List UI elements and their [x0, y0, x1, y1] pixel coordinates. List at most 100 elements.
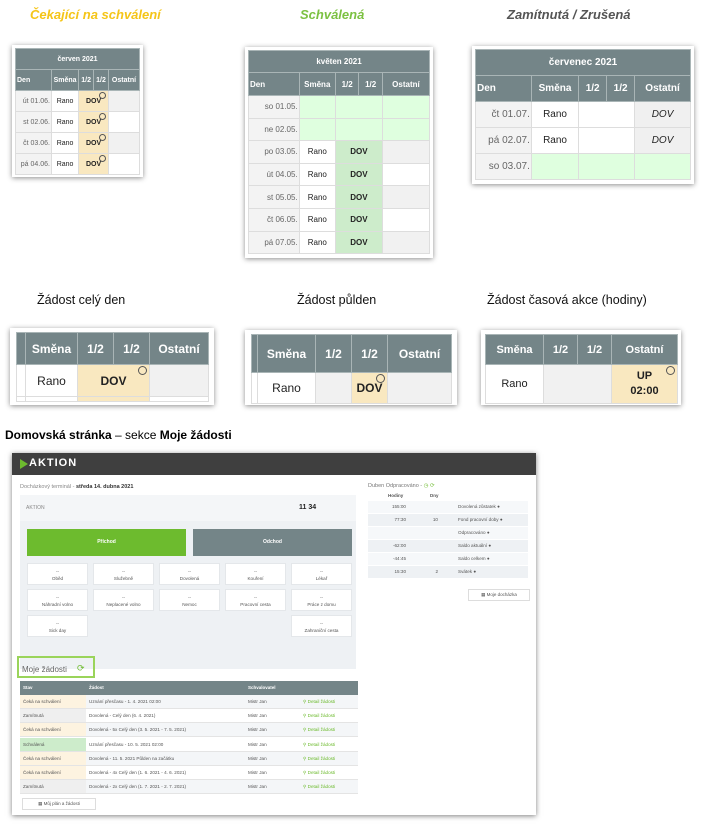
clock-icon [98, 113, 106, 120]
status-badge: Čeká na schválení [20, 695, 86, 708]
approver: Mistr Jan [248, 713, 267, 719]
request-row: Čeká na schválení Dovolená - 4x Celý den… [20, 766, 358, 780]
request-cell[interactable]: UP 02:00 [611, 364, 678, 404]
request-cell[interactable]: DOV [78, 132, 109, 154]
company-name: AKTION [26, 505, 45, 511]
shift-cell: Rano [298, 162, 336, 187]
col-shift: Směna [257, 334, 316, 373]
arrival-button[interactable]: Příchod [27, 529, 186, 556]
request-row: Čeká na schválení Dovolená - 5x Celý den… [20, 723, 358, 738]
column-header: 1/2 [358, 72, 383, 96]
action-button[interactable]: -- Náhradní volno [27, 589, 88, 611]
action-button[interactable]: -- Pracovní cesta [225, 589, 286, 611]
search-icon: ⚲ [303, 755, 308, 761]
action-button[interactable]: -- Dovolená [159, 563, 220, 585]
help-icon[interactable]: ● [488, 543, 492, 548]
detail-link[interactable]: ⚲ Detail žádosti [303, 727, 336, 733]
request-cell[interactable]: DOV [334, 207, 383, 232]
shift-cell: Rano [530, 101, 580, 128]
column-header: Schvalovatel [248, 685, 276, 690]
calendar-icon: ▦ [38, 801, 44, 806]
shift-cell: Rano [50, 153, 80, 175]
request-text: Uznání přesčasu - 1. 4. 2021 02:00 [89, 699, 161, 704]
status-badge: Čeká na schválení [20, 723, 86, 737]
detail-link[interactable]: ⚲ Detail žádosti [303, 741, 336, 747]
request-cell[interactable]: DOV [351, 372, 388, 404]
my-attendance-button[interactable]: ▦ Moje docházka [468, 589, 530, 601]
request-cell[interactable]: DOV [634, 127, 691, 154]
table-row: ne 02.05. [248, 117, 431, 142]
help-icon[interactable]: ● [486, 530, 490, 535]
request-cell[interactable]: DOV [334, 162, 383, 187]
detail-link[interactable]: ⚲ Detail žádosti [303, 755, 336, 761]
request-text: Dovolená - 2x Celý den (1. 7. 2021 - 2. … [89, 784, 187, 790]
column-header: Ostatní [107, 69, 141, 91]
action-button[interactable]: -- Lékař [291, 563, 352, 585]
table-row: pá 07.05. Rano DOV [248, 230, 431, 255]
approver: Mistr Jan [248, 699, 267, 704]
approver: Mistr Jan [248, 770, 267, 775]
action-button[interactable]: -- Oběd [27, 563, 88, 585]
caption-approved: Schválená [300, 7, 365, 22]
summary-table: Hodiny Dny 155:00 Dovolená zůstatek ● 77:30 1… [368, 493, 528, 589]
shift-cell: Rano [25, 364, 78, 397]
request-cell[interactable]: DOV [78, 153, 109, 175]
departure-button[interactable]: Odchod [193, 529, 352, 556]
table-row: čt 06.05. Rano DOV [248, 207, 431, 232]
action-button[interactable]: -- Práce z domu [291, 589, 352, 611]
clock-icon [376, 374, 385, 383]
clock-icon [98, 134, 106, 141]
terminal-title: Docházkový terminál - středa 14. dubna 2… [20, 484, 134, 490]
clock-time: 11 34 [299, 504, 317, 511]
summary-row: 155:00 Dovolená zůstatek ● [368, 501, 528, 514]
help-icon[interactable]: ● [499, 517, 503, 522]
action-button[interactable]: -- Zahraniční cesta [291, 615, 352, 637]
shift-cell: Rano [50, 111, 80, 133]
day-cell: út 04.05. [248, 162, 300, 187]
col-shift: Směna [25, 332, 78, 365]
detail-link[interactable]: ⚲ Detail žádosti [303, 770, 336, 775]
request-cell[interactable]: DOV [77, 364, 150, 397]
day-cell: so 03.07. [475, 153, 532, 180]
day-cell: ne 02.05. [248, 117, 300, 142]
request-cell[interactable]: DOV [334, 185, 383, 209]
column-header: Stav [23, 685, 33, 690]
top-bar: AKTION [12, 453, 536, 475]
action-button[interactable]: -- Služebně [93, 563, 154, 585]
refresh-icon[interactable]: ⟳ [77, 663, 85, 673]
shift-cell: Rano [50, 90, 80, 112]
summary-row: -44:45 Saldo celkem ● [368, 553, 528, 566]
request-cell[interactable]: DOV [78, 111, 109, 133]
table-row: po 03.05. Rano DOV [248, 140, 431, 164]
clock-icon [138, 366, 147, 375]
action-button[interactable]: -- Kouření [225, 563, 286, 585]
detail-link[interactable]: ⚲ Detail žádosti [303, 784, 336, 790]
caption-full-day: Žádost celý den [37, 293, 126, 307]
month-header: červenec 2021 [475, 49, 691, 76]
help-icon[interactable]: ● [473, 569, 477, 574]
detail-link[interactable]: ⚲ Detail žádosti [303, 699, 336, 704]
request-row: Zamítnutá Dovolená - 2x Celý den (1. 7. … [20, 780, 358, 795]
request-text: Dovolená - 5x Celý den (3. 5. 2021 - 7. … [89, 727, 187, 733]
request-cell[interactable]: DOV [334, 230, 383, 255]
table-row: út 04.05. Rano DOV [248, 162, 431, 187]
table-row: út 01.06. Rano DOV [15, 90, 141, 112]
month-header: červen 2021 [15, 48, 140, 70]
help-icon[interactable]: ● [486, 556, 490, 561]
requests-table: Stav Žádost Schvalovatel Čeká na schválení… [20, 681, 358, 796]
action-button[interactable]: -- Neplacené volno [93, 589, 154, 611]
time-action-crop: Směna 1/2 1/2 Ostatní Rano UP 02:00 [481, 330, 681, 405]
action-button[interactable]: -- Sick day [27, 615, 88, 637]
detail-link[interactable]: ⚲ Detail žádosti [303, 713, 336, 719]
action-button[interactable]: -- Nemoc [159, 589, 220, 611]
table-row: st 05.05. Rano DOV [248, 185, 431, 209]
table-row: pá 02.07. Rano DOV [475, 127, 691, 154]
terminal-panel: AKTION 11 34 Příchod Odchod -- Oběd -- Služ… [20, 495, 356, 669]
request-cell[interactable]: DOV [78, 90, 109, 112]
request-cell[interactable]: DOV [634, 101, 691, 128]
column-header: 1/2 [606, 75, 636, 102]
day-cell: so 01.05. [248, 95, 300, 119]
help-icon[interactable]: ● [497, 504, 500, 509]
plan-button[interactable]: ▦ Můj plán a žádosti [22, 798, 96, 810]
request-cell[interactable]: DOV [334, 140, 383, 164]
